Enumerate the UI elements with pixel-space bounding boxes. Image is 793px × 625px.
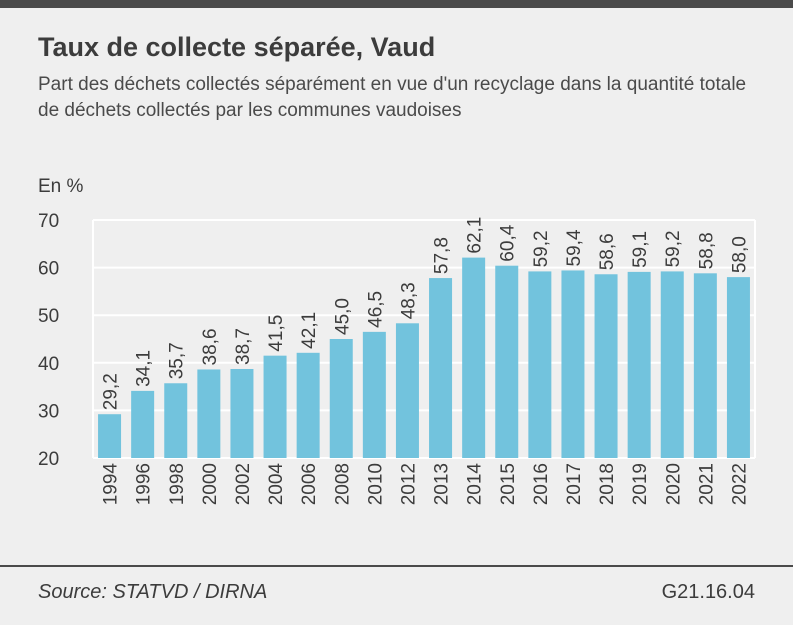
bar-1998 bbox=[164, 383, 188, 458]
x-tick-label-2000: 2000 bbox=[200, 463, 221, 505]
x-tick-label-2020: 2020 bbox=[663, 463, 684, 505]
bars bbox=[98, 257, 750, 458]
x-tick-label-2006: 2006 bbox=[299, 463, 320, 505]
value-label-2018: 58,6 bbox=[597, 233, 618, 270]
value-label-2014: 62,1 bbox=[465, 217, 486, 254]
value-label-2021: 58,8 bbox=[696, 232, 717, 269]
bar-2021 bbox=[693, 273, 717, 458]
bar-2013 bbox=[429, 278, 453, 458]
bar-2002 bbox=[230, 368, 254, 458]
value-label-2016: 59,2 bbox=[531, 230, 552, 267]
bar-chart: 20 30 40 50 60 70 29,2 34,1 35,7 38,6 38,7 41,5 42,… bbox=[38, 211, 756, 506]
bar-1996 bbox=[131, 390, 155, 458]
top-bar bbox=[0, 0, 793, 8]
value-label-2017: 59,4 bbox=[564, 229, 585, 266]
x-tick-label-1994: 1994 bbox=[101, 463, 122, 506]
x-tick-label-2008: 2008 bbox=[332, 463, 353, 505]
x-tick-label-2014: 2014 bbox=[465, 463, 486, 506]
value-label-2019: 59,1 bbox=[630, 231, 651, 268]
x-axis-ticks: 1994 1996 1998 2000 2002 2004 2006 2008 2010 2012… bbox=[101, 463, 751, 506]
y-axis-label: En % bbox=[38, 176, 84, 197]
x-tick-label-2010: 2010 bbox=[365, 463, 386, 505]
bar-2000 bbox=[197, 369, 221, 458]
x-tick-label-1996: 1996 bbox=[134, 463, 155, 505]
y-tick-label: 20 bbox=[38, 449, 59, 470]
x-tick-label-2022: 2022 bbox=[729, 463, 750, 505]
value-label-2013: 57,8 bbox=[432, 237, 453, 274]
bar-2015 bbox=[495, 265, 519, 458]
value-label-2015: 60,4 bbox=[498, 224, 519, 261]
bar-2018 bbox=[594, 274, 618, 458]
grid-lines bbox=[92, 219, 756, 459]
value-label-1998: 35,7 bbox=[167, 342, 188, 379]
value-label-2012: 48,3 bbox=[398, 282, 419, 319]
value-label-2020: 59,2 bbox=[663, 230, 684, 267]
footer-divider bbox=[0, 565, 793, 567]
x-tick-label-1998: 1998 bbox=[167, 463, 188, 505]
y-tick-label: 40 bbox=[38, 354, 59, 375]
y-tick-label: 50 bbox=[38, 306, 59, 327]
value-label-1994: 29,2 bbox=[101, 373, 122, 410]
y-tick-label: 30 bbox=[38, 401, 59, 422]
value-label-1996: 34,1 bbox=[134, 350, 155, 387]
value-labels: 29,2 34,1 35,7 38,6 38,7 41,5 42,1 45,0 46,5 48,3… bbox=[101, 217, 751, 411]
bar-2016 bbox=[528, 271, 552, 458]
y-axis-ticks: 20 30 40 50 60 70 bbox=[38, 211, 59, 470]
x-tick-label-2016: 2016 bbox=[531, 463, 552, 505]
value-label-2002: 38,7 bbox=[233, 328, 254, 365]
x-tick-label-2004: 2004 bbox=[266, 463, 287, 506]
value-label-2000: 38,6 bbox=[200, 328, 221, 365]
x-tick-label-2002: 2002 bbox=[233, 463, 254, 505]
chart-title: Taux de collecte séparée, Vaud bbox=[38, 32, 436, 62]
chart-code: G21.16.04 bbox=[661, 581, 755, 603]
bar-2017 bbox=[561, 270, 585, 458]
bar-2022 bbox=[726, 277, 750, 458]
bar-2006 bbox=[296, 352, 320, 458]
value-label-2008: 45,0 bbox=[332, 298, 353, 335]
x-tick-label-2012: 2012 bbox=[398, 463, 419, 505]
bar-2012 bbox=[395, 323, 419, 458]
bar-2014 bbox=[462, 257, 486, 458]
x-tick-label-2013: 2013 bbox=[432, 463, 453, 505]
bar-1994 bbox=[98, 414, 122, 458]
chart-subtitle: Part des déchets collectés séparément en… bbox=[38, 74, 747, 121]
bar-2020 bbox=[660, 271, 684, 458]
x-tick-label-2018: 2018 bbox=[597, 463, 618, 505]
value-label-2022: 58,0 bbox=[729, 236, 750, 273]
y-tick-label: 60 bbox=[38, 259, 59, 280]
bar-2019 bbox=[627, 271, 651, 458]
y-tick-label: 70 bbox=[38, 211, 59, 232]
bar-2004 bbox=[263, 355, 287, 458]
value-label-2006: 42,1 bbox=[299, 312, 320, 349]
x-tick-label-2015: 2015 bbox=[498, 463, 519, 505]
x-tick-label-2019: 2019 bbox=[630, 463, 651, 505]
value-label-2010: 46,5 bbox=[365, 291, 386, 328]
bar-2010 bbox=[362, 331, 386, 458]
source-note: Source: STATVD / DIRNA bbox=[38, 581, 268, 603]
x-tick-label-2017: 2017 bbox=[564, 463, 585, 505]
x-tick-label-2021: 2021 bbox=[696, 463, 717, 505]
value-label-2004: 41,5 bbox=[266, 315, 287, 352]
bar-2008 bbox=[329, 339, 353, 458]
